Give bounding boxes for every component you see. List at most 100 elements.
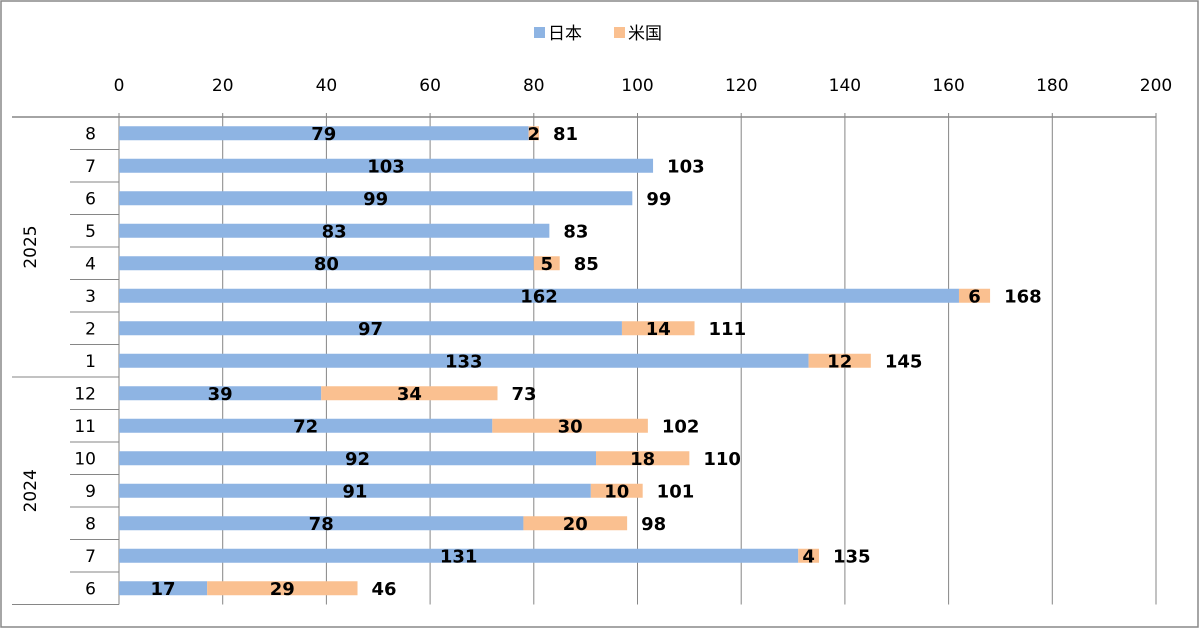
month-label: 6 bbox=[85, 579, 96, 599]
month-label: 8 bbox=[85, 514, 96, 534]
bar-japan bbox=[119, 418, 493, 433]
total-label: 73 bbox=[512, 384, 537, 405]
x-tick-label: 80 bbox=[523, 76, 545, 96]
total-label: 102 bbox=[662, 416, 700, 437]
bar-us bbox=[528, 126, 539, 141]
data-label-us: 29 bbox=[270, 579, 295, 600]
bar-us bbox=[207, 581, 358, 596]
data-label-japan: 17 bbox=[151, 579, 176, 600]
data-label-us: 20 bbox=[563, 514, 588, 535]
legend-swatch-0 bbox=[534, 27, 545, 38]
bar-us bbox=[590, 483, 643, 498]
total-label: 135 bbox=[833, 546, 871, 567]
month-label: 4 bbox=[85, 254, 96, 274]
year-label: 2024 bbox=[21, 469, 41, 512]
month-label: 8 bbox=[85, 124, 96, 144]
month-label: 11 bbox=[74, 417, 96, 437]
total-label: 83 bbox=[563, 221, 588, 242]
data-label-japan: 91 bbox=[342, 481, 367, 502]
month-label: 3 bbox=[85, 287, 96, 307]
bar-us bbox=[533, 256, 560, 271]
data-label-us: 12 bbox=[827, 351, 852, 372]
data-label-us: 5 bbox=[540, 254, 553, 275]
bar-japan bbox=[119, 288, 959, 303]
month-label: 12 bbox=[74, 384, 96, 404]
x-tick-label: 40 bbox=[316, 76, 338, 96]
data-label-japan: 162 bbox=[520, 286, 558, 307]
bar-japan bbox=[119, 483, 591, 498]
data-label-japan: 72 bbox=[293, 416, 318, 437]
x-tick-label: 60 bbox=[419, 76, 441, 96]
bar-japan bbox=[119, 223, 550, 238]
total-label: 98 bbox=[641, 514, 666, 535]
month-label: 7 bbox=[85, 157, 96, 177]
x-tick-label: 100 bbox=[621, 76, 653, 96]
x-tick-label: 120 bbox=[725, 76, 757, 96]
bar-us bbox=[798, 548, 819, 563]
legend-label-0: 日本 bbox=[548, 24, 582, 44]
bar-japan bbox=[119, 158, 654, 173]
bar-japan bbox=[119, 256, 534, 271]
bar-us bbox=[523, 516, 628, 531]
bar-japan bbox=[119, 581, 208, 596]
month-label: 6 bbox=[85, 189, 96, 209]
data-label-us: 18 bbox=[630, 449, 655, 470]
data-label-japan: 78 bbox=[309, 514, 334, 535]
bar-japan bbox=[119, 353, 809, 368]
x-tick-label: 200 bbox=[1140, 76, 1172, 96]
x-tick-label: 160 bbox=[932, 76, 964, 96]
total-label: 46 bbox=[372, 579, 397, 600]
x-tick-label: 140 bbox=[829, 76, 861, 96]
data-label-japan: 103 bbox=[367, 156, 405, 177]
total-label: 103 bbox=[667, 156, 705, 177]
data-label-us: 6 bbox=[968, 286, 981, 307]
bar-japan bbox=[119, 451, 597, 466]
month-label: 1 bbox=[85, 352, 96, 372]
bar-us bbox=[808, 353, 871, 368]
month-label: 2 bbox=[85, 319, 96, 339]
bar-japan bbox=[119, 386, 322, 401]
total-label: 101 bbox=[657, 481, 695, 502]
total-label: 111 bbox=[709, 319, 747, 340]
bar-japan bbox=[119, 548, 799, 563]
bar-japan bbox=[119, 321, 622, 336]
month-label: 5 bbox=[85, 222, 96, 242]
data-label-japan: 92 bbox=[345, 449, 370, 470]
legend-label-1: 米国 bbox=[628, 24, 662, 44]
bar-us bbox=[321, 386, 498, 401]
data-label-us: 30 bbox=[558, 416, 583, 437]
legend-swatch-1 bbox=[614, 27, 625, 38]
data-label-japan: 97 bbox=[358, 319, 383, 340]
month-label: 7 bbox=[85, 547, 96, 567]
year-label: 2025 bbox=[21, 225, 41, 268]
data-label-japan: 131 bbox=[440, 546, 478, 567]
data-label-japan: 83 bbox=[322, 221, 347, 242]
month-label: 10 bbox=[74, 449, 96, 469]
total-label: 81 bbox=[553, 124, 578, 145]
month-label: 9 bbox=[85, 482, 96, 502]
data-label-japan: 39 bbox=[208, 384, 233, 405]
data-label-japan: 99 bbox=[363, 189, 388, 210]
total-label: 110 bbox=[703, 449, 741, 470]
bar-us bbox=[492, 418, 648, 433]
data-label-us: 4 bbox=[802, 546, 815, 567]
data-label-japan: 79 bbox=[311, 124, 336, 145]
data-label-us: 10 bbox=[604, 481, 629, 502]
bar-us bbox=[621, 321, 695, 336]
bar-japan bbox=[119, 516, 524, 531]
data-label-us: 14 bbox=[646, 319, 671, 340]
data-label-us: 2 bbox=[528, 124, 541, 145]
data-label-japan: 80 bbox=[314, 254, 339, 275]
total-label: 145 bbox=[885, 351, 923, 372]
bar-japan bbox=[119, 126, 529, 141]
x-tick-label: 20 bbox=[212, 76, 234, 96]
x-tick-label: 0 bbox=[114, 76, 125, 96]
bar-us bbox=[596, 451, 690, 466]
data-label-us: 34 bbox=[397, 384, 422, 405]
bar-japan bbox=[119, 191, 633, 206]
x-tick-label: 180 bbox=[1036, 76, 1068, 96]
data-label-japan: 133 bbox=[445, 351, 483, 372]
bar-us bbox=[958, 288, 991, 303]
